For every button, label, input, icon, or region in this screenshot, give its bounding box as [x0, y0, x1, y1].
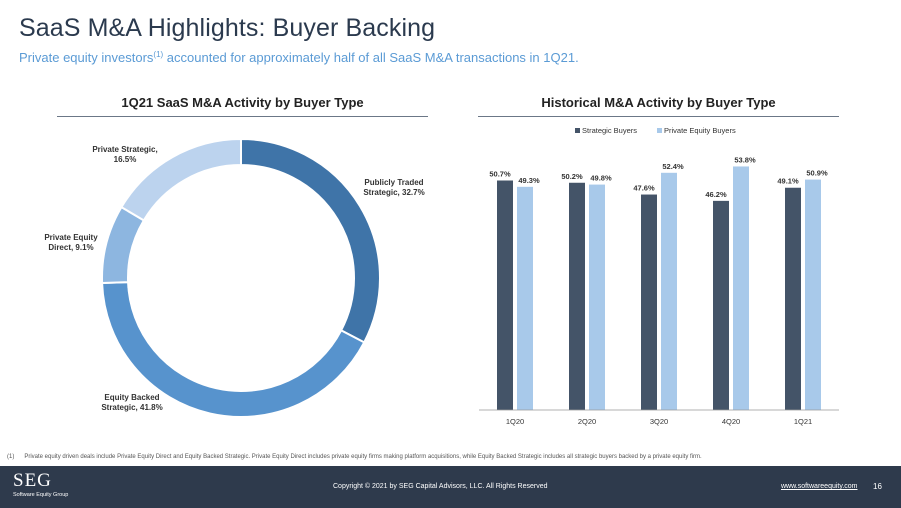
bar-private-equity	[733, 166, 749, 410]
footnote: (1) Private equity driven deals include P…	[7, 454, 702, 460]
subtitle-text: Private equity investors	[19, 50, 154, 65]
bar-strategic-value-label: 50.7%	[489, 169, 511, 178]
footnote-text: Private equity driven deals include Priv…	[24, 454, 702, 460]
page-subtitle: Private equity investors(1) accounted fo…	[19, 50, 579, 65]
legend-private-equity-swatch	[657, 128, 662, 133]
bar-private-equity-value-label: 49.3%	[518, 176, 540, 185]
bar-strategic	[497, 180, 513, 410]
x-tick-label: 1Q21	[794, 417, 812, 426]
bar-strategic	[785, 187, 801, 410]
website-link[interactable]: www.softwareequity.com	[781, 483, 858, 490]
x-tick-label: 3Q20	[650, 417, 668, 426]
footnote-number: (1)	[7, 454, 15, 460]
subtitle-text-rest: accounted for approximately half of all …	[163, 50, 579, 65]
bar-strategic-value-label: 49.1%	[777, 177, 799, 186]
bar-strategic-value-label: 50.2%	[561, 172, 583, 181]
bar-private-equity	[805, 179, 821, 410]
donut-chart: Publicly Traded Strategic, 32.7% Equity Ba…	[44, 137, 425, 418]
bar-chart: Strategic Buyers Private Equity Buyers 50.…	[479, 126, 839, 426]
bar-strategic	[569, 182, 585, 410]
page-number: 16	[873, 482, 882, 491]
bar-private-equity-value-label: 50.9%	[806, 169, 828, 178]
bar-private-equity	[589, 184, 605, 410]
footer-bar: SEG Software Equity Group Copyright © 20…	[0, 466, 901, 508]
bar-private-equity-value-label: 49.8%	[590, 174, 612, 183]
bar-strategic-value-label: 46.2%	[705, 190, 727, 199]
slice-private-strategic-label: Private Strategic, 16.5%	[92, 145, 157, 164]
bar-private-equity	[517, 186, 533, 410]
x-tick-label: 1Q20	[506, 417, 524, 426]
footnote-reference: (1)	[153, 50, 164, 59]
bar-private-equity-value-label: 52.4%	[662, 162, 684, 171]
slice-private-strategic	[120, 137, 242, 222]
slice-publicly-traded-strategic-label: Publicly Traded Strategic, 32.7%	[363, 178, 424, 197]
bar-strategic-value-label: 47.6%	[633, 184, 655, 193]
bar-strategic	[641, 194, 657, 410]
legend-private-equity-label: Private Equity Buyers	[664, 126, 736, 135]
donut-chart-title: 1Q21 SaaS M&A Activity by Buyer Type	[57, 93, 428, 117]
bar-private-equity	[661, 172, 677, 410]
logo-text: SEG	[13, 470, 52, 491]
bar-strategic	[713, 200, 729, 410]
slice-equity-backed-strategic-label: Equity Backed Strategic, 41.8%	[101, 393, 162, 412]
copyright-text: Copyright © 2021 by SEG Capital Advisors…	[333, 483, 548, 490]
slice-private-equity-direct-label: Private Equity Direct, 9.1%	[44, 233, 98, 252]
bar-chart-title: Historical M&A Activity by Buyer Type	[478, 93, 839, 117]
bar-private-equity-value-label: 53.8%	[734, 155, 756, 164]
seg-logo: SEG Software Equity Group	[13, 470, 69, 499]
page-title: SaaS M&A Highlights: Buyer Backing	[19, 14, 436, 42]
legend-strategic-label: Strategic Buyers	[582, 126, 637, 135]
x-tick-label: 2Q20	[578, 417, 596, 426]
logo-subtext: Software Equity Group	[13, 492, 69, 498]
legend-strategic-swatch	[575, 128, 580, 133]
x-tick-label: 4Q20	[722, 417, 740, 426]
